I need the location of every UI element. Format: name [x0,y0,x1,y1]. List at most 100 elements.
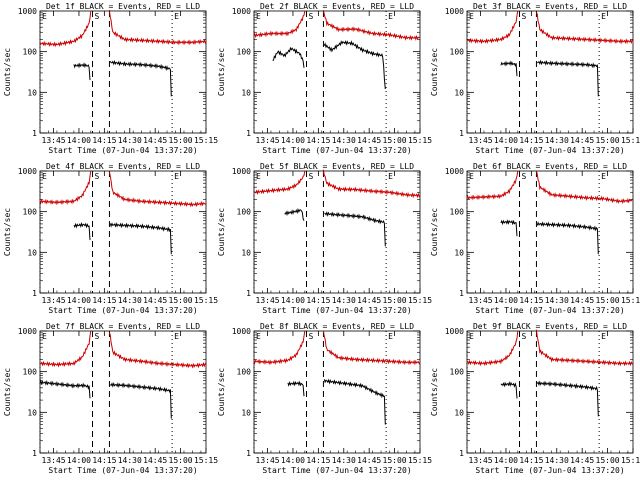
x-tick-label: 15:00 [383,456,407,465]
x-tick-label: 14:15 [519,296,543,305]
series-events-line [284,207,305,221]
panel-det-2: Det 2f BLACK = Events, RED = LLD 1 10 100 10… [217,2,432,155]
series-lld-line [322,10,421,41]
plot-frame [39,330,207,454]
y-tick-label: 1000 [18,327,37,336]
x-tick-label: 15:00 [596,456,620,465]
series-lld-line [253,10,306,39]
x-tick-label: 15:15 [408,136,432,145]
y-tick-label: 100 [237,368,252,377]
panel-title: Det 3f BLACK = Events, RED = LLD [473,2,627,11]
x-tick-label: 14:00 [67,136,91,145]
y-axis-label: Counts/sec [3,208,12,256]
y-tick-label: 1 [246,449,251,458]
marker-label: E [469,12,474,21]
marker-label: E [42,12,47,21]
y-tick-label: 1000 [232,167,251,176]
y-tick-label: 10 [241,248,251,257]
series-lld-line [466,330,519,367]
y-tick-label: 1 [246,289,251,298]
x-tick-label: 15:00 [169,136,193,145]
series-events-line [109,221,172,255]
y-tick-label: 100 [23,368,38,377]
x-tick-label: 14:00 [67,296,91,305]
y-tick-label: 1000 [18,167,37,176]
marker-label: E [174,12,179,21]
y-tick-label: 10 [454,88,464,97]
x-tick-label: 15:15 [194,296,218,305]
plot-frame [39,170,207,294]
x-tick-label: 14:15 [519,456,543,465]
x-tick-label: 14:30 [332,296,356,305]
x-axis-label: Start Time (07-Jun-04 13:37:20) [262,306,411,315]
y-tick-label: 1 [32,289,37,298]
x-tick-label: 15:15 [194,136,218,145]
y-tick-label: 1000 [445,327,464,336]
series-lld-line [322,169,421,199]
x-tick-label: 14:45 [357,456,381,465]
x-tick-label: 15:00 [169,296,193,305]
marker-label: E [42,332,47,341]
y-tick-label: 100 [450,368,465,377]
marker-label: E [174,332,179,341]
x-tick-label: 15:00 [596,136,620,145]
x-tick-label: 14:15 [519,136,543,145]
series-events-line [39,379,91,399]
x-axis-label: Start Time (07-Jun-04 13:37:20) [48,466,197,475]
y-tick-label: 1 [246,129,251,138]
x-tick-label: 15:00 [383,296,407,305]
series-events-line [536,221,599,255]
marker-label: E [469,332,474,341]
marker-label: S [522,12,527,21]
y-axis-label: Counts/sec [430,208,439,256]
x-tick-label: 15:00 [169,456,193,465]
plot-frame [253,330,421,454]
series-events-line [287,380,305,397]
y-axis-label: Counts/sec [430,48,439,96]
x-tick-label: 13:45 [42,296,66,305]
marker-label: E [601,172,606,181]
series-events-line [500,60,518,77]
x-axis-label: Start Time (07-Jun-04 13:37:20) [48,306,197,315]
marker-label: E [601,12,606,21]
panel-title: Det 9f BLACK = Events, RED = LLD [473,322,627,331]
series-lld-line [253,330,306,366]
plot-frame [466,10,634,134]
y-tick-label: 10 [241,88,251,97]
series-events-line [500,219,518,237]
series-lld-line [39,170,92,206]
x-tick-label: 14:30 [545,136,569,145]
x-tick-label: 14:00 [494,136,518,145]
marker-label: E [256,172,261,181]
x-tick-label: 14:45 [143,456,167,465]
marker-label: S [95,12,100,21]
panel-title: Det 4f BLACK = Events, RED = LLD [46,162,200,171]
y-tick-label: 100 [237,208,252,217]
x-axis-label: Start Time (07-Jun-04 13:37:20) [262,466,411,475]
series-events-line [109,382,172,419]
x-tick-label: 14:15 [92,296,116,305]
x-tick-label: 15:15 [621,456,640,465]
y-tick-label: 1000 [18,7,37,16]
marker-label: E [388,172,393,181]
y-axis-label: Counts/sec [217,208,226,256]
series-lld-line [535,170,634,205]
marker-label: E [388,12,393,21]
x-tick-label: 14:45 [357,296,381,305]
panel-det-7: Det 7f BLACK = Events, RED = LLD 1 10 100 10… [3,322,218,475]
y-tick-label: 1000 [445,7,464,16]
x-tick-label: 13:45 [469,456,493,465]
x-tick-label: 14:15 [92,136,116,145]
y-tick-label: 100 [237,48,252,57]
x-tick-label: 15:00 [596,296,620,305]
y-tick-label: 100 [450,208,465,217]
marker-label: S [309,12,314,21]
y-axis-label: Counts/sec [3,368,12,416]
x-tick-label: 15:15 [194,456,218,465]
y-axis-label: Counts/sec [3,48,12,96]
x-tick-label: 14:00 [281,136,305,145]
marker-label: S [309,332,314,341]
x-tick-label: 14:45 [143,136,167,145]
y-tick-label: 10 [27,88,37,97]
marker-label: S [522,172,527,181]
